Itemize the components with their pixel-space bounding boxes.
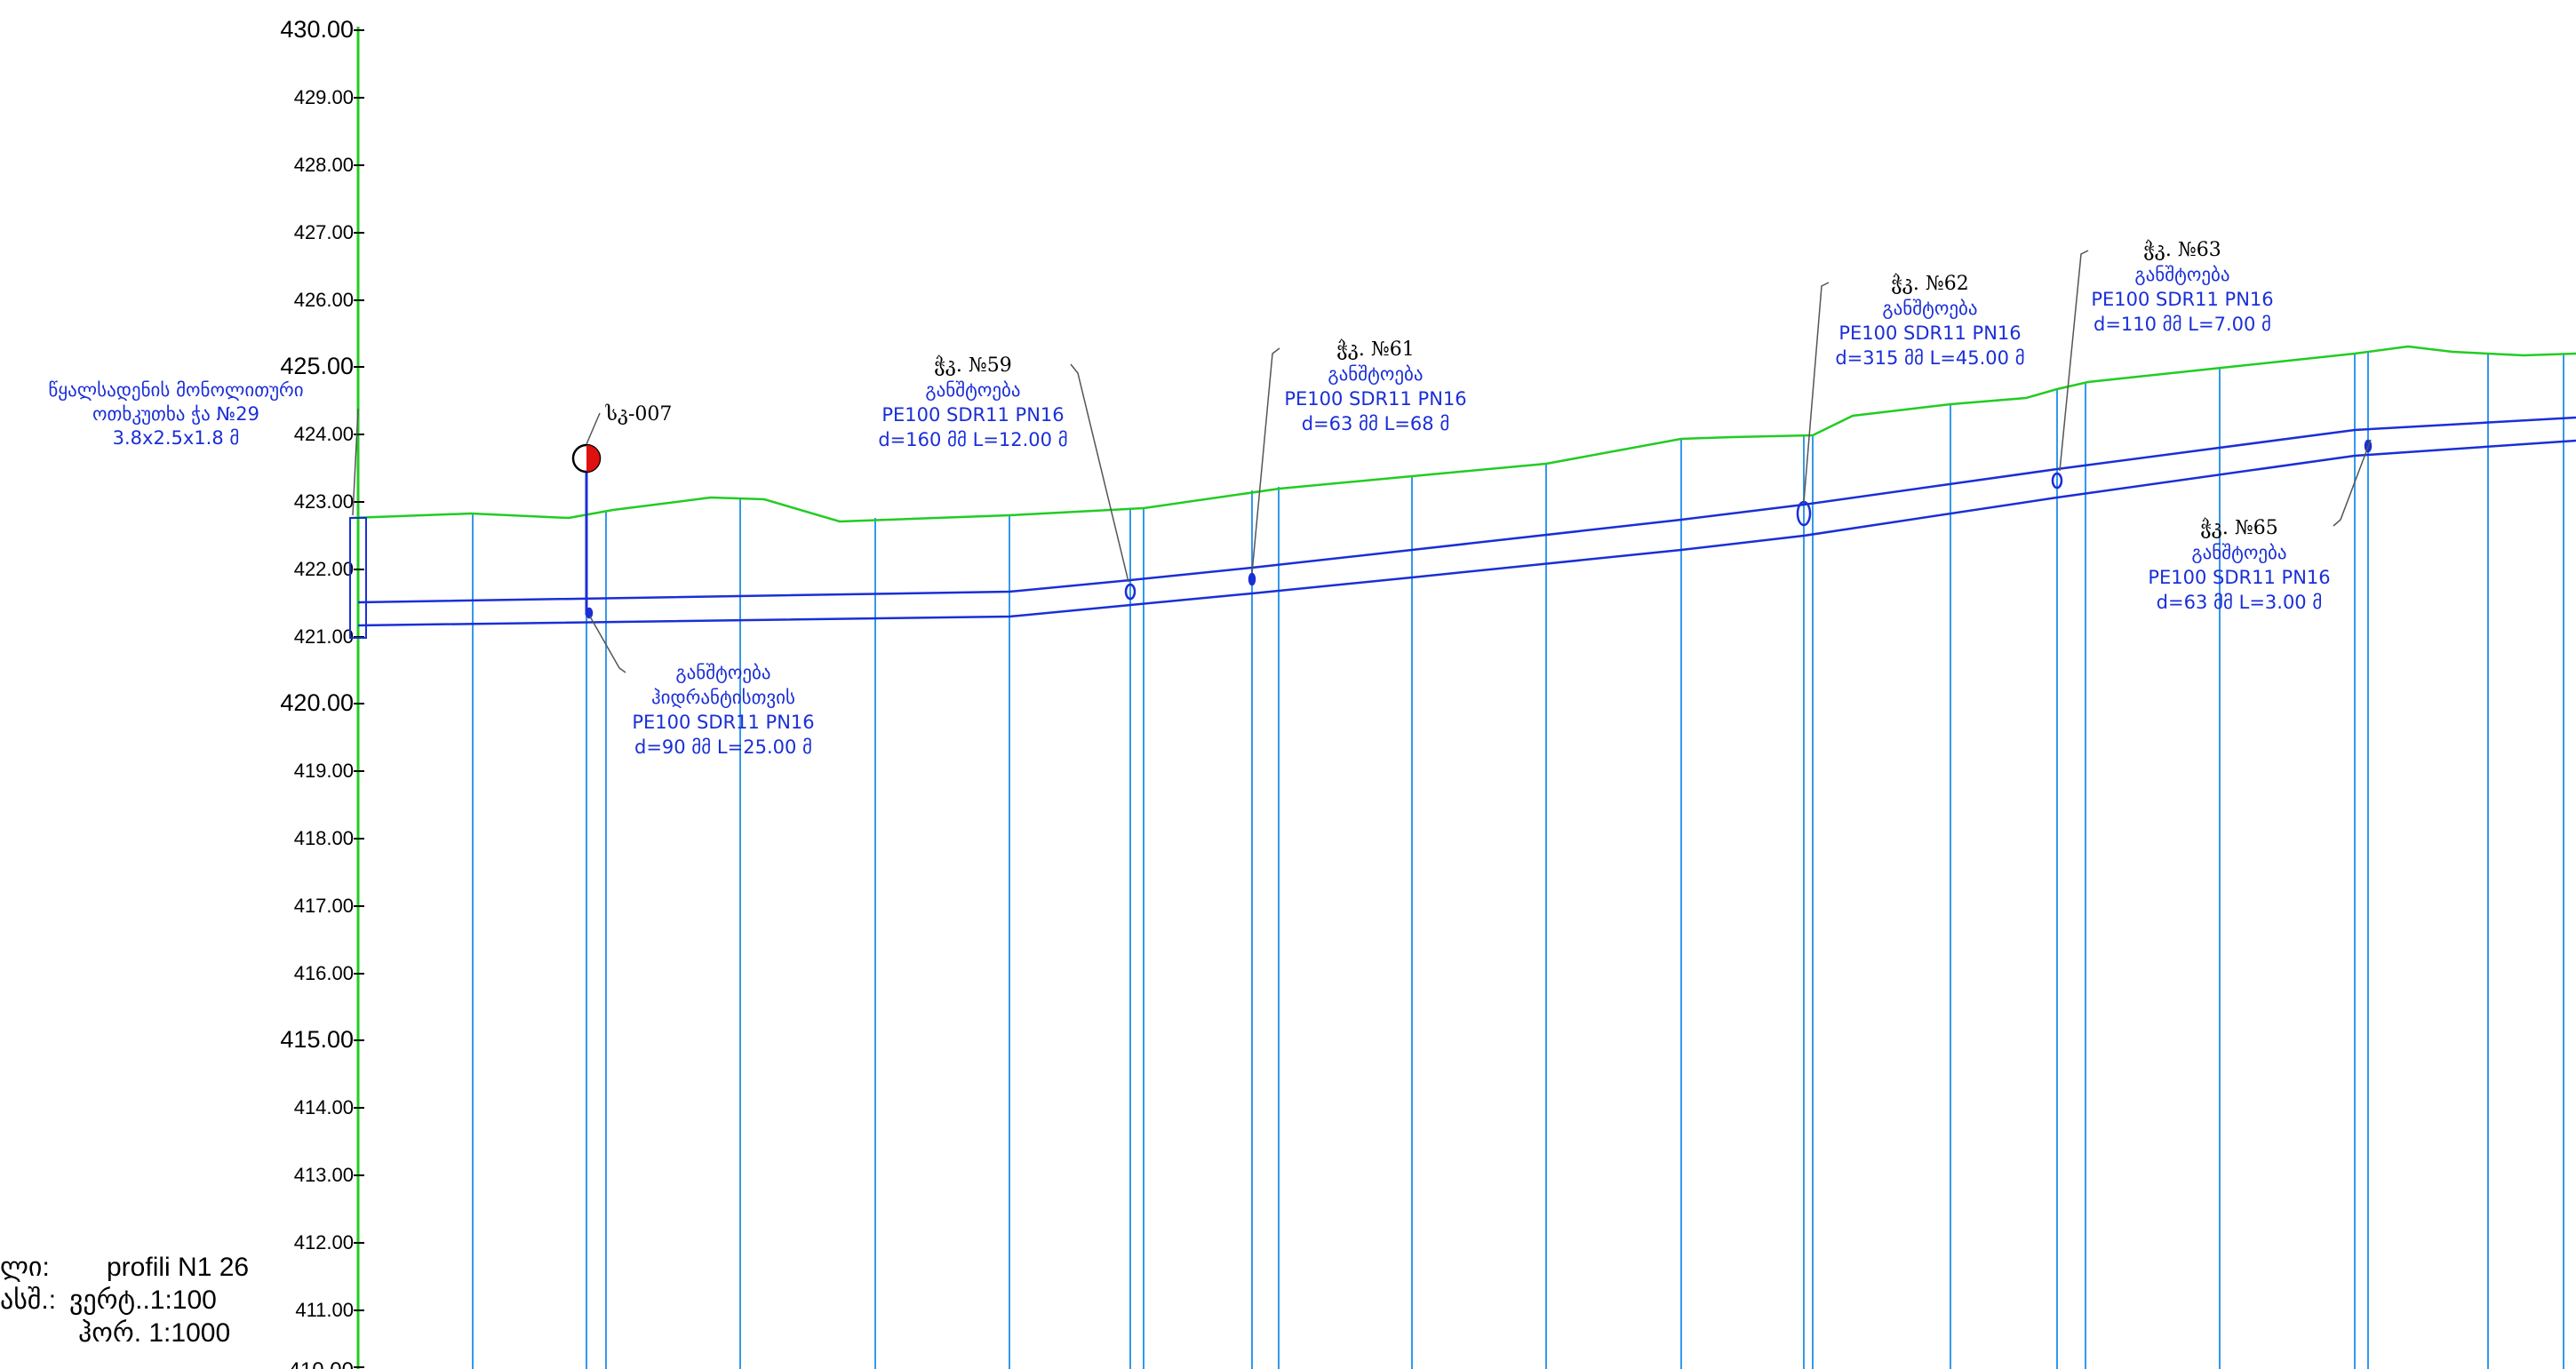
elevation-label: 418.00	[294, 827, 354, 849]
manhole-annotation: წყალსადენის მონოლითური ოთხკუთხა ჭა №29 3…	[48, 379, 303, 449]
elevation-label: 427.00	[294, 221, 354, 243]
branch-text: განშტოება	[675, 662, 770, 683]
profile-name: profili N1 26	[107, 1253, 249, 1282]
elevation-label: 423.00	[294, 490, 354, 513]
station-lines	[349, 352, 2564, 1369]
elevation-tick: 422.00	[294, 558, 364, 580]
manhole-box	[349, 517, 367, 639]
pipe-bottom	[357, 439, 2576, 627]
scale-label: ასშ.:	[0, 1285, 56, 1315]
branch-annotation-63: ჭკ. №63 განშტოება PE100 SDR11 PN16 d=110…	[2091, 239, 2273, 335]
elevation-tick: 420.00	[280, 689, 364, 716]
elevation-label: 411.00	[295, 1299, 354, 1321]
elevation-label: 425.00	[280, 353, 354, 379]
branch-text: d=63 მმ L=3.00 მ	[2157, 592, 2323, 613]
elevation-label: 419.00	[294, 760, 354, 782]
elevation-scale: 430.00 429.00 428.00 427.00 426.00 425.0…	[280, 16, 364, 1369]
elevation-tick: 410.00	[289, 1358, 364, 1369]
elevation-tick: 415.00	[280, 1026, 364, 1053]
elevation-tick: 425.00	[280, 353, 364, 379]
branch-title: ჭკ. №62	[1891, 273, 1968, 295]
elevation-tick: 430.00	[280, 16, 364, 43]
info-block: ლი: profili N1 26 ასშ.: ვერტ..1:100 ჰორ.…	[0, 1253, 249, 1348]
branch-text: d=110 მმ L=7.00 მ	[2093, 314, 2271, 335]
branch-text: d=315 მმ L=45.00 მ	[1835, 347, 2024, 369]
elevation-label: 417.00	[294, 895, 354, 917]
branch-text: PE100 SDR11 PN16	[2091, 289, 2273, 310]
elevation-tick: 428.00	[294, 154, 364, 176]
branch-text: განშტოება	[1328, 363, 1423, 385]
leader-lines	[589, 250, 2372, 673]
branch-title: ჭკ. №59	[934, 354, 1011, 377]
branch-text: PE100 SDR11 PN16	[1838, 322, 2021, 344]
elevation-tick: 427.00	[294, 221, 364, 243]
elevation-label: 414.00	[294, 1096, 354, 1118]
branch-text: PE100 SDR11 PN16	[881, 404, 1064, 426]
fitting-59	[1124, 583, 1136, 601]
elevation-label: 421.00	[294, 625, 354, 648]
elevation-label: 424.00	[294, 423, 354, 445]
manhole-text: წყალსადენის მონოლითური	[48, 379, 303, 401]
elevation-label: 426.00	[294, 289, 354, 311]
elevation-label: 430.00	[280, 16, 354, 43]
elevation-tick: 412.00	[294, 1231, 364, 1254]
manhole-text: 3.8x2.5x1.8 მ	[113, 427, 240, 449]
elevation-label: 413.00	[294, 1164, 354, 1186]
fitting-hyd	[585, 607, 594, 619]
branch-text: d=63 მმ L=68 მ	[1302, 413, 1450, 434]
elevation-tick: 424.00	[294, 423, 364, 445]
elevation-tick: 416.00	[294, 962, 364, 984]
branch-annotation-61: ჭკ. №61 განშტოება PE100 SDR11 PN16 d=63 …	[1284, 338, 1466, 434]
ground-profile	[350, 345, 2576, 523]
branch-text: d=90 მმ L=25.00 მ	[634, 736, 812, 758]
elevation-tick: 417.00	[294, 895, 364, 917]
fitting-63	[2051, 472, 2063, 489]
branch-text: განშტოება	[1882, 298, 1977, 319]
branch-annotation-65: ჭკ. №65 განშტოება PE100 SDR11 PN16 d=63 …	[2148, 517, 2330, 613]
scale-vertical: ვერტ..1:100	[69, 1285, 217, 1316]
branch-title: ჭკ. №65	[2200, 517, 2277, 539]
elevation-tick: 423.00	[294, 490, 364, 513]
branch-text: განშტოება	[2134, 264, 2229, 285]
branch-text: PE100 SDR11 PN16	[1284, 388, 1466, 410]
elevation-tick: 429.00	[294, 86, 364, 108]
elevation-tick: 414.00	[294, 1096, 364, 1118]
branch-text: განშტოება	[2191, 542, 2286, 563]
elevation-tick: 413.00	[294, 1164, 364, 1186]
elevation-label: 428.00	[294, 154, 354, 176]
pipe-fittings	[585, 439, 2373, 619]
elevation-label: 412.00	[294, 1231, 354, 1254]
elevation-label: 415.00	[280, 1026, 354, 1053]
branch-text: ჰიდრანტისთვის	[651, 687, 795, 708]
elevation-label: 422.00	[294, 558, 354, 580]
manhole-text: ოთხკუთხა ჭა №29	[92, 403, 259, 425]
branch-annotation-hydrant: განშტოება ჰიდრანტისთვის PE100 SDR11 PN16…	[632, 662, 814, 758]
elevation-tick: 419.00	[294, 760, 364, 782]
elevation-label: 429.00	[294, 86, 354, 108]
hydrant-icon	[571, 443, 602, 474]
elevation-tick: 411.00	[295, 1299, 364, 1321]
elevation-label: 416.00	[294, 962, 354, 984]
branch-text: განშტოება	[925, 379, 1020, 401]
branch-annotation-59: ჭკ. №59 განშტოება PE100 SDR11 PN16 d=160…	[878, 354, 1067, 450]
branch-title: ჭკ. №61	[1336, 338, 1414, 361]
branch-text: d=160 მმ L=12.00 მ	[878, 429, 1067, 450]
elevation-tick: 421.00	[294, 625, 364, 648]
hydrant-label: სკ-007	[605, 403, 673, 426]
elevation-label: 410.00	[289, 1358, 354, 1369]
branch-annotation-62: ჭკ. №62 განშტოება PE100 SDR11 PN16 d=315…	[1835, 273, 2024, 369]
branch-text: PE100 SDR11 PN16	[2148, 567, 2330, 588]
pipe-top	[357, 416, 2576, 604]
branch-title: ჭკ. №63	[2143, 239, 2221, 261]
elevation-label: 420.00	[280, 689, 354, 716]
elevation-tick: 426.00	[294, 289, 364, 311]
scale-horizontal: ჰორ. 1:1000	[78, 1318, 230, 1348]
branch-text: PE100 SDR11 PN16	[632, 712, 814, 733]
elevation-tick: 418.00	[294, 827, 364, 849]
profile-name-label: ლი:	[0, 1253, 50, 1282]
fitting-61	[1248, 572, 1256, 586]
